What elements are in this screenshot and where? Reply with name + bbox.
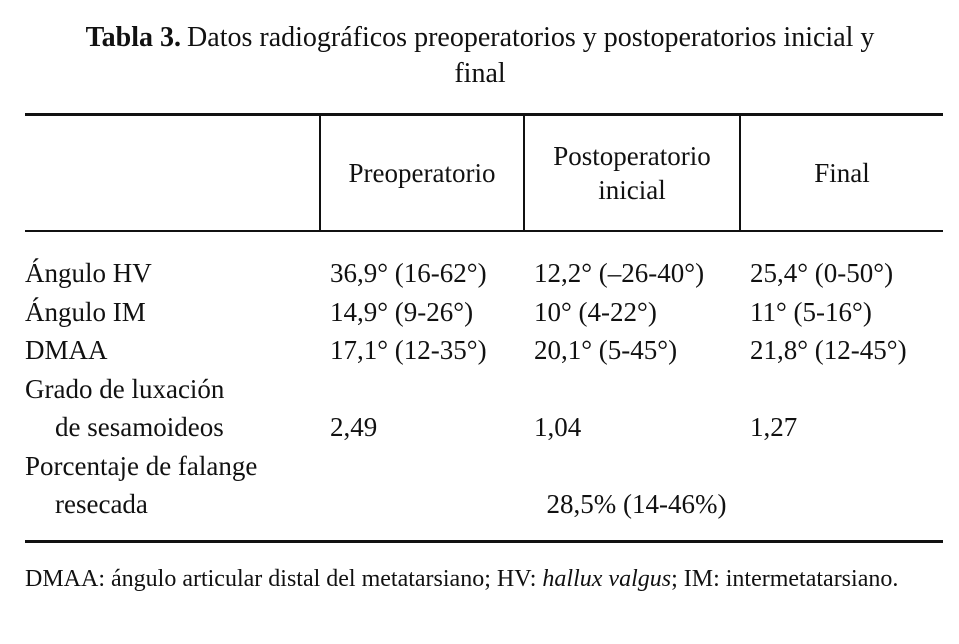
row-label-line: DMAA xyxy=(25,335,108,365)
title-text: Datos radiográficos preoperatorios y pos… xyxy=(187,22,875,89)
table-title: Tabla 3. Datos radiográficos preoperatori… xyxy=(80,20,880,92)
footnote-text: ; IM: intermetatarsiano. xyxy=(671,566,899,592)
table-row: Ángulo HV 36,9° (16-62°) 12,2° (–26-40°) 25… xyxy=(25,231,943,293)
table-row: Ángulo IM 14,9° (9-26°) 10° (4-22°) 11° (5-… xyxy=(25,293,943,332)
header-empty xyxy=(25,114,320,232)
title-label: Tabla 3. xyxy=(85,22,182,53)
table-cell: 20,1° (5-45°) xyxy=(534,335,678,365)
footnote-italic: hallux valgus xyxy=(542,566,672,592)
table-cell: 10° (4-22°) xyxy=(534,296,657,327)
table-cell: 12,2° (–26-40°) xyxy=(534,258,705,288)
data-table: Preoperatorio Postoperatorio inicial Final… xyxy=(25,113,943,543)
column-header: Preoperatorio xyxy=(319,114,524,232)
row-label: Ángulo HV xyxy=(25,231,320,293)
row-label: Grado de luxación de sesamoideos xyxy=(25,370,320,447)
table-cell: 21,8° (12-45°) xyxy=(750,335,907,365)
table-row: Porcentaje de falange resecada 28,5% (14-4… xyxy=(25,447,943,542)
row-label-line: de sesamoideos xyxy=(55,412,224,442)
table-cell: 17,1° (12-35°) xyxy=(330,335,487,365)
footnote-text: DMAA: ángulo articular distal del metata… xyxy=(25,566,543,592)
row-label-line: Ángulo IM xyxy=(25,296,146,327)
row-label: Ángulo IM xyxy=(25,293,320,332)
row-label: Porcentaje de falange resecada xyxy=(25,447,320,542)
table-cell: 14,9° (9-26°) xyxy=(330,296,474,327)
table-cell: 11° (5-16°) xyxy=(750,296,872,327)
table-body: Ángulo HV 36,9° (16-62°) 12,2° (–26-40°) 25… xyxy=(25,231,943,541)
column-header: Postoperatorio inicial xyxy=(523,114,740,232)
table-cell: 28,5% (14-46%) xyxy=(546,489,727,519)
table-cell: 25,4° (0-50°) xyxy=(750,258,894,288)
row-label-line: Porcentaje de falange xyxy=(25,450,258,481)
row-label-line: Ángulo HV xyxy=(25,258,152,288)
table-row: Grado de luxación de sesamoideos 2,49 1,04 1… xyxy=(25,370,943,447)
row-label-line: Grado de luxación xyxy=(25,373,225,404)
header-row: Preoperatorio Postoperatorio inicial Final xyxy=(25,114,943,232)
table-row: DMAA 17,1° (12-35°) 20,1° (5-45°) 21,8° (12… xyxy=(25,331,943,370)
table-cell: 36,9° (16-62°) xyxy=(330,258,487,288)
column-header: Final xyxy=(739,114,943,232)
table-cell: 2,49 xyxy=(330,412,378,442)
row-label-line: resecada xyxy=(55,489,148,519)
table-cell: 1,27 xyxy=(750,412,798,442)
table-cell: 1,04 xyxy=(534,412,582,442)
row-label: DMAA xyxy=(25,331,320,370)
footnote: DMAA: ángulo articular distal del metata… xyxy=(25,562,943,596)
